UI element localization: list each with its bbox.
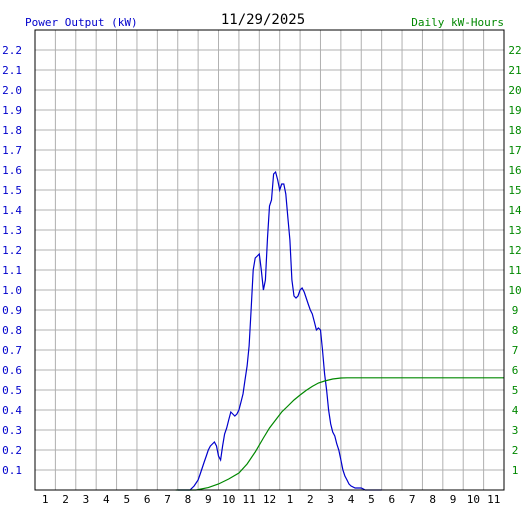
y-left-tick-label: 0.9 [2,304,22,317]
x-tick-label: 4 [103,493,110,506]
y-left-tick-label: 1.5 [2,184,22,197]
energy-series-line [175,377,504,491]
y-left-tick-label: 1.0 [2,284,22,297]
y-left-tick-label: 1.7 [2,144,22,157]
y-left-tick-label: 1.1 [2,264,22,277]
y-right-tick-label: 8 [512,324,519,337]
y-right-tick-label: 20 [508,84,521,97]
x-tick-label: 8 [185,493,192,506]
x-tick-label: 10 [222,493,235,506]
y-left-tick-label: 2.0 [2,84,22,97]
y-right-tick-label: 15 [508,184,521,197]
x-tick-label: 9 [450,493,457,506]
y-right-tick-label: 17 [508,144,521,157]
y-right-tick-label: 5 [512,384,519,397]
x-tick-label: 1 [287,493,294,506]
y-right-tick-label: 2 [512,444,519,457]
y-right-tick-label: 11 [508,264,521,277]
y-left-tick-label: 0.5 [2,384,22,397]
tick-labels: 0.1 0.2 0.3 0.4 0.5 0.6 0.7 0.8 0.9 1.0 1.1 1.2 1.3 1… [2,44,522,506]
x-tick-label: 3 [83,493,90,506]
x-tick-label: 7 [409,493,416,506]
y-left-tick-label: 1.8 [2,124,22,137]
x-tick-label: 12 [263,493,276,506]
x-tick-label: 5 [123,493,130,506]
y-left-tick-label: 1.4 [2,204,22,217]
y-left-tick-label: 0.3 [2,424,22,437]
y-right-tick-label: 10 [508,284,521,297]
y-left-tick-label: 1.3 [2,224,22,237]
y-left-tick-label: 0.7 [2,344,22,357]
y-right-tick-label: 21 [508,64,521,77]
y-right-tick-label: 13 [508,224,521,237]
x-tick-label: 11 [487,493,500,506]
y-left-tick-label: 1.6 [2,164,22,177]
y-right-tick-label: 4 [512,404,519,417]
y-right-tick-label: 18 [508,124,521,137]
x-tick-label: 9 [205,493,212,506]
x-tick-label: 6 [389,493,396,506]
power-series-line [177,170,382,491]
y-left-tick-label: 1.9 [2,104,22,117]
x-tick-label: 2 [62,493,69,506]
x-tick-label: 6 [144,493,151,506]
series-lines [175,170,504,491]
plot-frame [34,29,505,491]
chart-title: 11/29/2025 [221,12,305,28]
x-tick-label: 8 [429,493,436,506]
y-right-tick-label: 19 [508,104,521,117]
x-tick-label: 11 [242,493,255,506]
y-right-tick-label: 12 [508,244,521,257]
y-left-tick-label: 1.2 [2,244,22,257]
x-tick-label: 2 [307,493,314,506]
y-right-tick-label: 3 [512,424,519,437]
y-left-tick-label: 0.8 [2,324,22,337]
grid-lines [35,30,504,490]
y-left-tick-label: 0.1 [2,464,22,477]
x-tick-label: 7 [164,493,171,506]
y-left-tick-label: 2.2 [2,44,22,57]
y-left-tick-label: 2.1 [2,64,22,77]
left-axis-label: Power Output (kW) [25,16,138,29]
x-tick-label: 5 [368,493,375,506]
y-right-tick-label: 9 [512,304,519,317]
y-right-tick-label: 14 [508,204,522,217]
x-tick-label: 10 [467,493,480,506]
y-right-tick-label: 6 [512,364,519,377]
y-left-tick-label: 0.2 [2,444,22,457]
y-right-tick-label: 1 [512,464,519,477]
x-tick-label: 3 [327,493,334,506]
x-tick-label: 1 [42,493,49,506]
x-tick-label: 4 [348,493,355,506]
y-right-tick-label: 7 [512,344,519,357]
right-axis-label: Daily kW-Hours [411,16,504,29]
y-left-tick-label: 0.4 [2,404,22,417]
y-left-tick-label: 0.6 [2,364,22,377]
y-right-tick-label: 16 [508,164,521,177]
y-right-tick-label: 22 [508,44,521,57]
